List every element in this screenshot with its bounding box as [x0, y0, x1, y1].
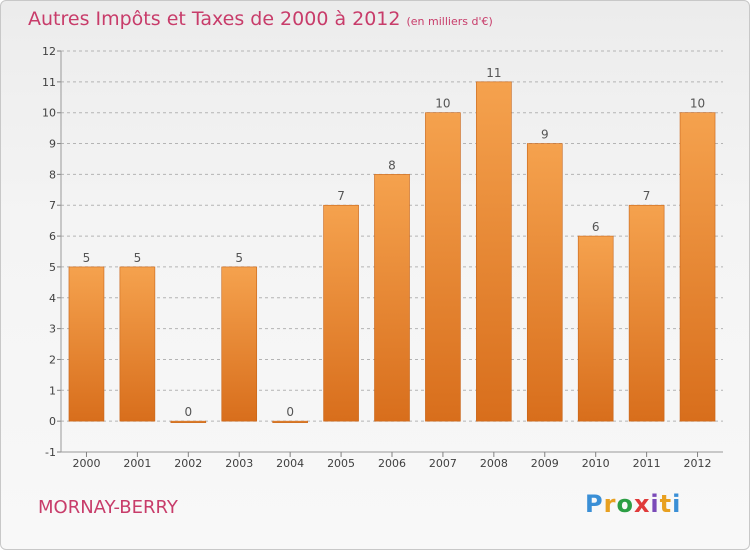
y-tick-label: 4 [49, 292, 56, 305]
bar [374, 174, 410, 422]
bar [628, 204, 665, 422]
data-label: 10 [435, 97, 450, 111]
data-label: 11 [486, 66, 501, 80]
logo-letter: i [650, 490, 660, 518]
x-tick-label: 2011 [633, 457, 661, 470]
logo-letter: x [633, 490, 651, 518]
y-tick-label: -1 [45, 446, 56, 459]
y-tick-label: 3 [49, 323, 56, 336]
data-label: 7 [643, 189, 651, 203]
bar [170, 420, 207, 423]
chart-title-unit: (en milliers d'€) [406, 15, 493, 28]
logo-letter: i [672, 490, 682, 518]
logo-letter: t [659, 490, 673, 518]
logo-letter: P [585, 490, 604, 518]
bar [577, 235, 614, 422]
data-label: 8 [388, 158, 396, 172]
x-tick-label: 2012 [684, 457, 712, 470]
data-label: 5 [134, 251, 142, 265]
x-tick-label: 2006 [378, 457, 406, 470]
x-tick-label: 2005 [327, 457, 355, 470]
x-tick-label: 2009 [531, 457, 559, 470]
bar [221, 266, 258, 422]
bar [323, 204, 359, 422]
data-label: 6 [592, 220, 600, 234]
data-label: 0 [184, 405, 192, 419]
x-tick-label: 2000 [72, 457, 100, 470]
logo-letter: o [616, 490, 634, 518]
y-tick-label: 0 [49, 415, 56, 428]
y-tick-label: 7 [49, 199, 56, 212]
x-tick-label: 2003 [225, 457, 253, 470]
x-tick-label: 2007 [429, 457, 457, 470]
chart-title-main: Autres Impôts et Taxes de 2000 à 2012 [28, 8, 401, 30]
chart-title: Autres Impôts et Taxes de 2000 à 2012 (en… [28, 8, 493, 30]
x-tick-label: 2010 [582, 457, 610, 470]
y-tick-label: 10 [42, 107, 56, 120]
bar [119, 266, 156, 422]
commune-name: MORNAY-BERRY [38, 497, 178, 518]
logo-letter: r [603, 490, 617, 518]
bar [526, 143, 563, 422]
x-tick-label: 2001 [123, 457, 151, 470]
y-tick-label: 2 [49, 353, 56, 366]
y-tick-label: 9 [49, 138, 56, 151]
x-tick-label: 2002 [174, 457, 202, 470]
data-label: 5 [83, 251, 91, 265]
proxiti-logo: Proxiti [585, 490, 681, 518]
y-tick-label: 11 [42, 76, 56, 89]
data-label: 9 [541, 128, 549, 142]
data-label: 0 [286, 405, 294, 419]
bar [68, 266, 105, 422]
data-label: 7 [337, 189, 345, 203]
data-label: 10 [690, 97, 705, 111]
x-tick-label: 2008 [480, 457, 508, 470]
y-tick-label: 1 [49, 384, 56, 397]
bar [679, 112, 716, 422]
y-tick-label: 6 [49, 230, 56, 243]
y-tick-label: 12 [42, 45, 56, 58]
bar [272, 420, 308, 423]
bar [425, 112, 461, 422]
bar [476, 81, 512, 422]
y-tick-label: 5 [49, 261, 56, 274]
data-label: 5 [235, 251, 243, 265]
x-tick-label: 2004 [276, 457, 304, 470]
y-tick-label: 8 [49, 168, 56, 181]
